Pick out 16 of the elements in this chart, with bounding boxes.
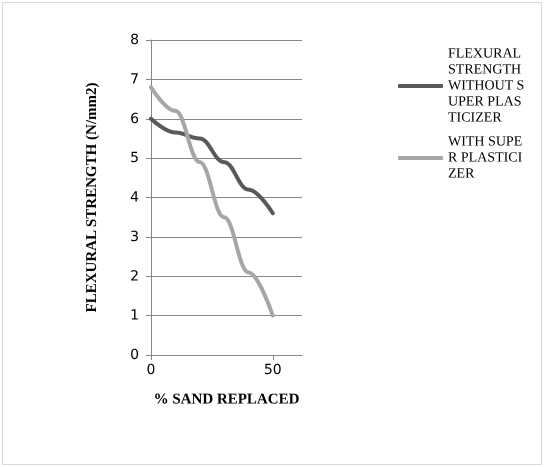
y-tick-label: 8 bbox=[130, 32, 139, 48]
legend-label: FLEXURAL STRENGTH WITHOUT SUPER PLASTICIZER bbox=[448, 46, 525, 126]
y-tick-label: 1 bbox=[130, 308, 139, 324]
legend-label: WITH SUPER PLASTICIZER bbox=[448, 134, 523, 182]
y-tick-label: 0 bbox=[130, 347, 139, 363]
line-series bbox=[149, 85, 275, 318]
y-tick-label: 7 bbox=[130, 71, 139, 88]
line-series bbox=[149, 116, 275, 216]
y-tick-label: 3 bbox=[130, 228, 139, 245]
y-tick-label: 4 bbox=[130, 190, 140, 206]
y-axis-title: FLEXURAL STRENGTH (N/mm2) bbox=[84, 82, 100, 313]
y-tick-label: 5 bbox=[130, 150, 139, 166]
y-tick-label: 2 bbox=[130, 268, 139, 284]
x-tick-label: 50 bbox=[264, 362, 282, 378]
y-tick-label: 6 bbox=[130, 110, 140, 127]
x-axis-title: % SAND REPLACED bbox=[154, 392, 300, 408]
